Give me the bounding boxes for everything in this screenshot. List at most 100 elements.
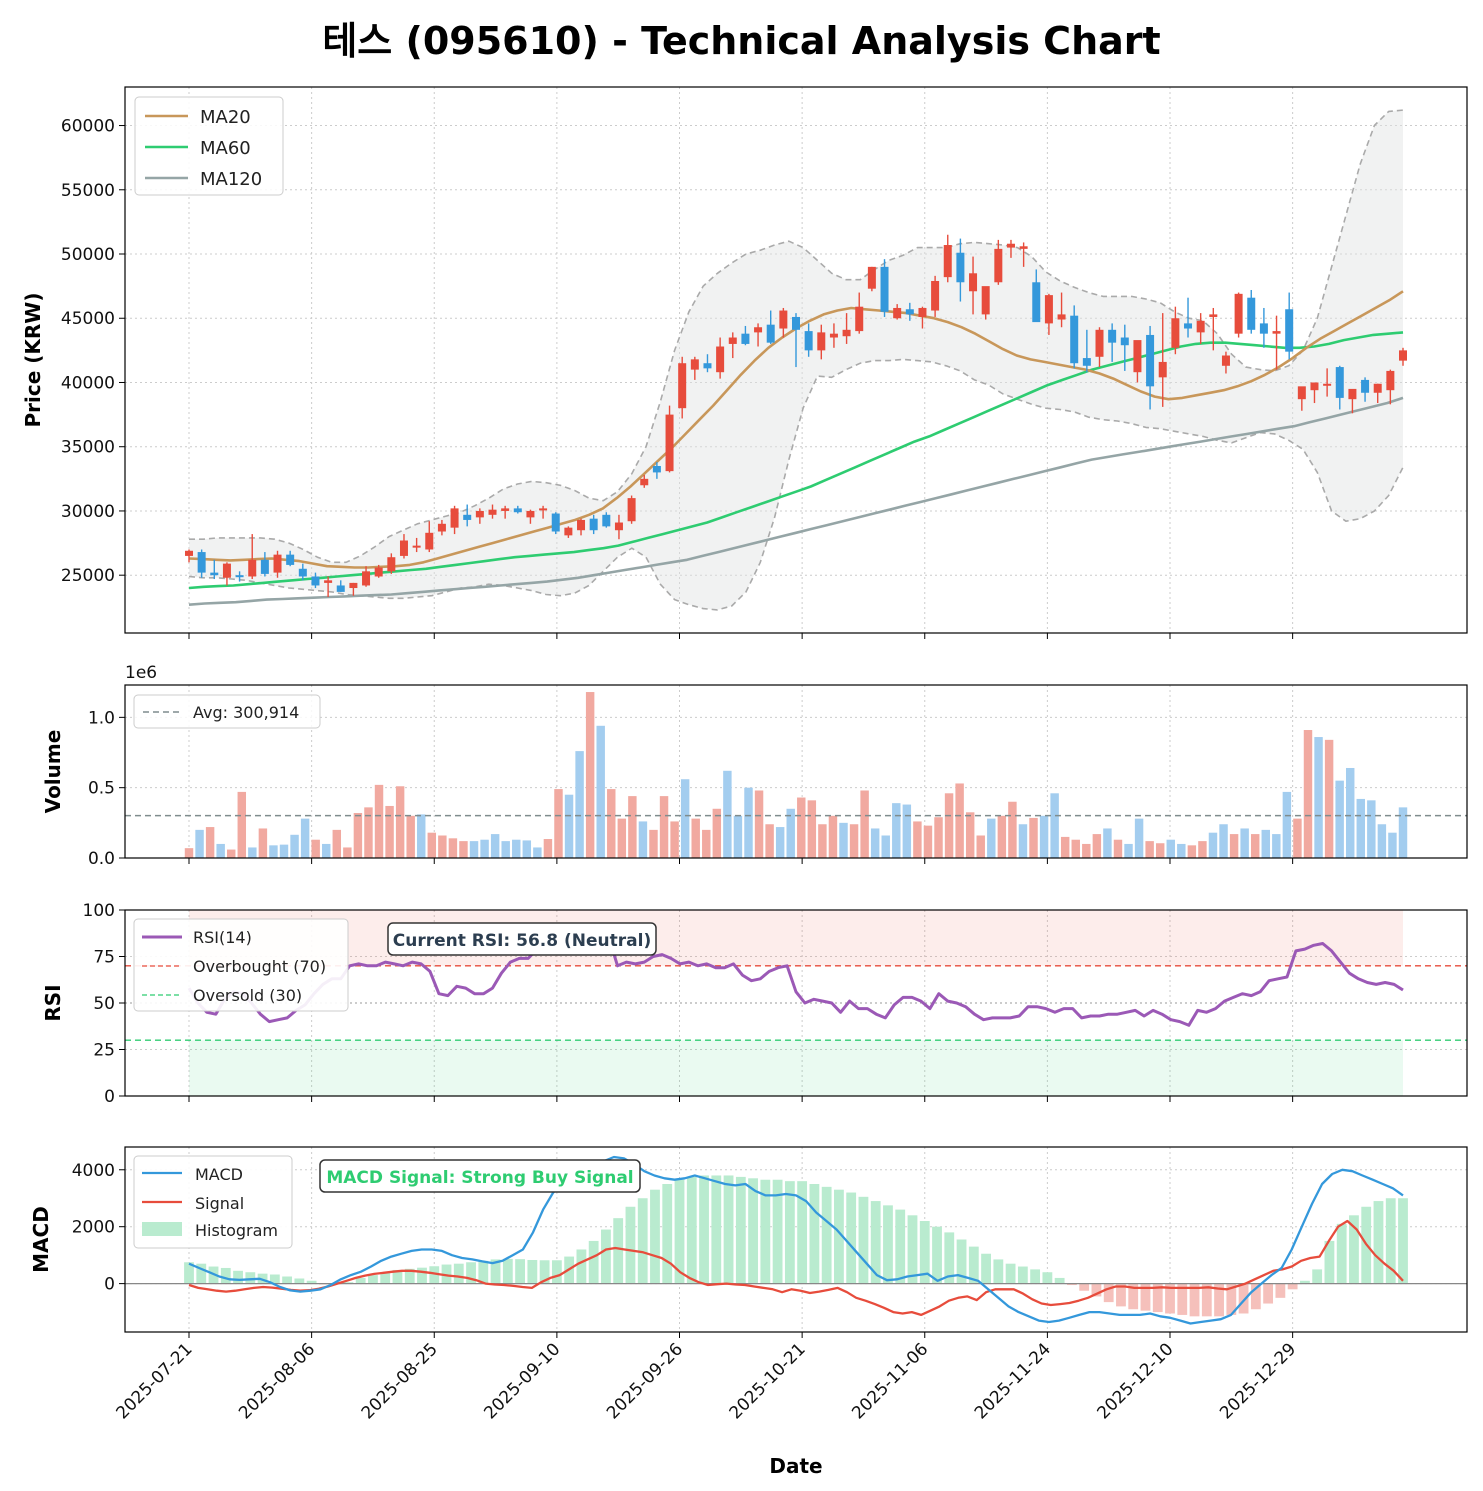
macd-hist-bar-19 xyxy=(417,1267,427,1284)
volume-bar-52 xyxy=(733,815,743,858)
volume-bar-85 xyxy=(1082,843,1091,858)
macd-hist-bar-54 xyxy=(846,1192,857,1284)
volume-bar-89 xyxy=(1124,843,1133,858)
volume-bar-68 xyxy=(902,804,912,858)
volume-bar-113 xyxy=(1377,824,1387,858)
volume-bar-90 xyxy=(1134,818,1144,858)
candle-body-2 xyxy=(210,572,219,576)
candle-body-33 xyxy=(602,514,611,527)
volume-bar-39 xyxy=(596,725,605,858)
candle-body-6 xyxy=(260,559,269,574)
macd-hist-bar-15 xyxy=(368,1275,378,1284)
rsi-overbought-zone xyxy=(189,910,1403,966)
macd-hist-bar-16 xyxy=(380,1272,391,1284)
macd-hist-bar-84 xyxy=(1214,1283,1224,1317)
rsi-legend-label-1: Overbought (70) xyxy=(193,957,326,976)
macd-hist-bar-86 xyxy=(1238,1283,1249,1314)
macd-hist-bar-98 xyxy=(1385,1198,1396,1284)
candle-body-11 xyxy=(324,580,333,583)
macd-legend-label-0: MACD xyxy=(195,1165,243,1184)
candle-body-91 xyxy=(1335,367,1344,398)
volume-bar-102 xyxy=(1261,829,1270,858)
macd-hist-bar-70 xyxy=(1042,1272,1053,1284)
legend-label-ma60: MA60 xyxy=(200,138,251,159)
macd-hist-bar-47 xyxy=(760,1179,771,1284)
candle-body-48 xyxy=(792,316,800,330)
y-tick-label-price-4: 45000 xyxy=(61,309,115,329)
panel-frame-rsi xyxy=(124,909,1468,1097)
candle-body-4 xyxy=(235,575,244,578)
macd-hist-bar-4 xyxy=(233,1270,243,1284)
candle-body-84 xyxy=(1247,297,1256,330)
candle-body-59 xyxy=(931,280,940,311)
candle-body-12 xyxy=(336,585,345,592)
macd-hist-bar-55 xyxy=(858,1196,869,1284)
volume-bar-33 xyxy=(533,847,542,858)
macd-hist-bar-49 xyxy=(784,1181,795,1284)
macd-hist-bar-17 xyxy=(392,1269,403,1284)
volume-bar-112 xyxy=(1367,800,1376,858)
volume-bar-82 xyxy=(1050,793,1059,858)
macd-hist-bar-43 xyxy=(711,1175,722,1284)
candle-body-21 xyxy=(450,508,459,528)
candle-body-14 xyxy=(362,571,371,586)
volume-bar-108 xyxy=(1324,739,1334,858)
macd-hist-bar-99 xyxy=(1398,1198,1408,1284)
volume-bar-25 xyxy=(448,838,458,858)
macd-signal-line xyxy=(188,1219,1404,1317)
candle-body-40 xyxy=(690,359,699,370)
volume-bar-11 xyxy=(300,818,310,858)
macd-hist-bar-88 xyxy=(1263,1283,1274,1304)
candle-body-37 xyxy=(652,465,661,473)
volume-bar-63 xyxy=(849,824,859,858)
macd-hist-bar-21 xyxy=(441,1264,452,1284)
candle-body-52 xyxy=(842,329,851,337)
candle-body-56 xyxy=(893,307,902,319)
macd-hist-bar-90 xyxy=(1287,1283,1298,1290)
candle-body-68 xyxy=(1044,295,1053,324)
macd-hist-bar-39 xyxy=(662,1184,673,1284)
candle-body-64 xyxy=(994,248,1003,283)
y-tick-label-vol-2: 1.0 xyxy=(88,708,115,728)
candle-body-54 xyxy=(867,266,876,289)
candle-body-41 xyxy=(703,363,712,369)
candle-body-75 xyxy=(1133,340,1142,373)
volume-bar-44 xyxy=(649,829,658,858)
macd-hist-bar-64 xyxy=(968,1246,979,1284)
candle-body-80 xyxy=(1196,320,1205,333)
macd-hist-bar-3 xyxy=(220,1267,231,1284)
volume-bar-86 xyxy=(1092,834,1102,858)
volume-bar-71 xyxy=(934,817,943,858)
volume-bar-0 xyxy=(184,848,194,858)
candle-body-74 xyxy=(1120,337,1129,346)
volume-bar-4 xyxy=(227,849,236,858)
volume-bar-99 xyxy=(1229,834,1239,858)
candle-body-26 xyxy=(513,508,522,513)
volume-bar-47 xyxy=(680,779,690,858)
x-tick-label-7: 2025-11-24 xyxy=(971,1339,1055,1423)
candle-body-92 xyxy=(1348,388,1357,400)
volume-bar-18 xyxy=(374,784,384,858)
volume-bar-111 xyxy=(1356,798,1365,858)
macd-hist-bar-60 xyxy=(919,1221,930,1284)
x-tick-label-5: 2025-10-21 xyxy=(726,1339,810,1423)
candle-body-95 xyxy=(1386,370,1395,391)
macd-hist-bar-14 xyxy=(355,1277,366,1284)
volume-bar-56 xyxy=(775,827,785,858)
volume-bar-101 xyxy=(1250,834,1260,858)
rsi-legend-label-2: Oversold (30) xyxy=(193,986,302,1005)
candle-body-13 xyxy=(349,582,358,589)
macd-hist-bar-29 xyxy=(539,1260,550,1284)
x-tick-label-6: 2025-11-06 xyxy=(848,1339,932,1423)
candle-body-61 xyxy=(956,252,965,283)
volume-bar-27 xyxy=(469,841,479,858)
candle-body-23 xyxy=(475,510,484,518)
macd-hist-bar-95 xyxy=(1349,1215,1359,1284)
volume-bar-98 xyxy=(1219,824,1228,858)
volume-bar-97 xyxy=(1208,832,1218,858)
chart-title: 테스 (095610) - Technical Analysis Chart xyxy=(322,19,1161,63)
x-tick-label-1: 2025-08-06 xyxy=(235,1339,319,1423)
macd-y-axis-title: MACD xyxy=(29,1206,53,1273)
volume-bar-49 xyxy=(702,829,711,858)
candle-body-78 xyxy=(1171,318,1180,348)
